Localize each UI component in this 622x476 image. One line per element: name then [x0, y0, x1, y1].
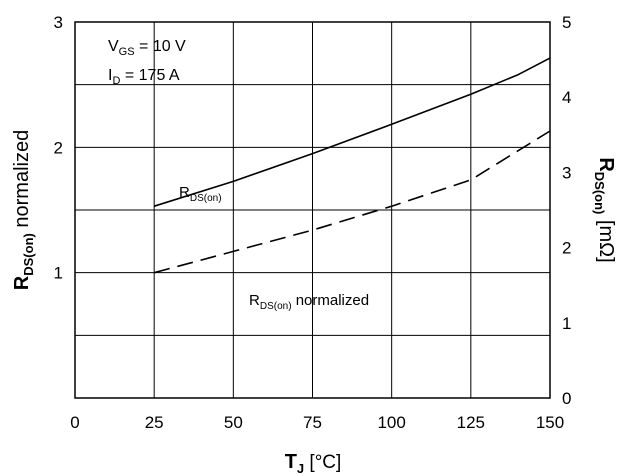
y-left-tick-label: 3 [54, 13, 63, 32]
condition-id: ID = 175 A [108, 67, 180, 87]
series-label-rdson: RDS(on) [179, 184, 222, 204]
grid [75, 22, 550, 398]
x-axis-title: TJ [°C] [285, 451, 342, 476]
y-left-tick-label: 1 [54, 264, 63, 283]
plot-frame [74, 21, 551, 399]
series-line-1 [153, 130, 551, 274]
y-right-tick-label: 2 [562, 239, 571, 258]
series-layer [153, 57, 551, 274]
y-left-tick-label: 2 [54, 138, 63, 157]
y-axis-left-title: RDS(on) normalized [11, 130, 36, 290]
y-right-tick-label: 3 [562, 163, 571, 182]
y-axis-right-title: RDS(on) [mΩ] [592, 157, 617, 262]
y-right-tick-label: 5 [562, 13, 571, 32]
x-tick-label: 150 [536, 413, 564, 432]
x-tick-label: 100 [377, 413, 405, 432]
series-label-normalized: RDS(on) normalized [249, 292, 369, 312]
x-tick-label: 0 [70, 413, 79, 432]
condition-vgs: VGS = 10 V [108, 38, 186, 58]
x-tick-label: 50 [224, 413, 243, 432]
y-right-tick-label: 0 [562, 389, 571, 408]
y-right-tick-label: 1 [562, 314, 571, 333]
tick-labels: 0 25 50 75 100 125 150 1 2 3 0 1 2 3 4 5 [54, 13, 572, 432]
x-tick-label: 25 [145, 413, 164, 432]
y-right-tick-label: 4 [562, 88, 571, 107]
series-line-0 [153, 57, 551, 207]
x-tick-label: 75 [303, 413, 322, 432]
x-tick-label: 125 [457, 413, 485, 432]
